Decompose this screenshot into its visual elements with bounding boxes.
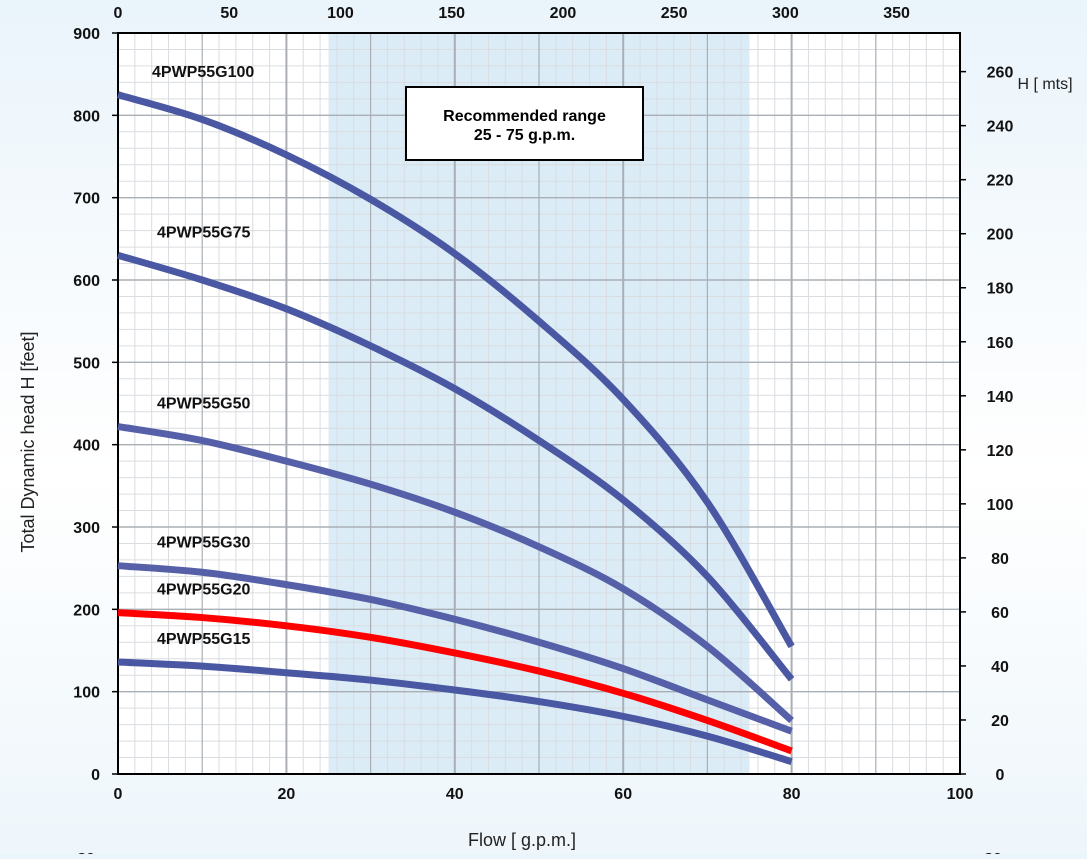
x-tick-label: 100 bbox=[947, 786, 974, 803]
recommended-range-title: Recommended range bbox=[443, 108, 606, 125]
right-tick-label: 100 bbox=[987, 497, 1014, 514]
right-tick-label: 140 bbox=[987, 389, 1014, 406]
y-tick-label: 900 bbox=[73, 26, 100, 43]
top-tick-label: 100 bbox=[327, 5, 354, 22]
series-curve-4pwp55g20 bbox=[117, 609, 793, 755]
right-tick-label: 200 bbox=[987, 227, 1014, 244]
right-tick-label: 80 bbox=[991, 551, 1009, 568]
x-tick-label: 60 bbox=[614, 786, 632, 803]
y-tick-label: 600 bbox=[73, 273, 100, 290]
y-tick-label: 100 bbox=[73, 685, 100, 702]
y-tick-label: 800 bbox=[73, 108, 100, 125]
right-tick-label: 40 bbox=[991, 659, 1009, 676]
right-tick-label: 60 bbox=[991, 605, 1009, 622]
top-tick-label: 0 bbox=[114, 5, 123, 22]
x-axis-title: Flow [ g.p.m.] bbox=[468, 830, 576, 850]
top-tick-label: 150 bbox=[438, 5, 465, 22]
top-tick-label: 200 bbox=[550, 5, 577, 22]
series-label-4pwp55g30: 4PWP55G30 bbox=[157, 535, 250, 552]
top-tick-label: 300 bbox=[772, 5, 799, 22]
recommended-range-box bbox=[405, 86, 644, 161]
top-tick-label: 250 bbox=[661, 5, 688, 22]
right-tick-label: 220 bbox=[987, 173, 1014, 190]
series-label-4pwp55g50: 4PWP55G50 bbox=[157, 396, 250, 413]
series-curve-4pwp55g100 bbox=[117, 91, 795, 649]
x-tick-label: 0 bbox=[114, 786, 123, 803]
right-tick-label: 0 bbox=[996, 767, 1005, 784]
series-label-4pwp55g75: 4PWP55G75 bbox=[157, 224, 250, 241]
series-label-4pwp55g20: 4PWP55G20 bbox=[157, 582, 250, 599]
x-tick-label: 80 bbox=[783, 786, 801, 803]
y-tick-label: 400 bbox=[73, 438, 100, 455]
x-tick-label: 20 bbox=[278, 786, 296, 803]
right-tick-label: 260 bbox=[987, 65, 1014, 82]
y-tick-label: 200 bbox=[73, 602, 100, 619]
top-tick-label: 50 bbox=[220, 5, 238, 22]
recommended-range-values: 25 - 75 g.p.m. bbox=[474, 127, 575, 144]
series-label-4pwp55g100: 4PWP55G100 bbox=[152, 64, 254, 81]
y-axis-title: Total Dynamic head H [feet] bbox=[18, 331, 38, 552]
series-curve-4pwp55g15 bbox=[117, 658, 793, 765]
series-curve-4pwp55g75 bbox=[117, 251, 795, 682]
y-tick-label: 700 bbox=[73, 191, 100, 208]
right-tick-label: 160 bbox=[987, 335, 1014, 352]
right-axis-title: H [ mts] bbox=[1017, 76, 1072, 93]
series-label-4pwp55g15: 4PWP55G15 bbox=[157, 631, 250, 648]
y-tick-label: 300 bbox=[73, 520, 100, 537]
right-tick-label: 180 bbox=[987, 281, 1014, 298]
y-tick-label: 0 bbox=[91, 767, 100, 784]
plot-frame bbox=[117, 32, 961, 775]
right-tick-label: 20 bbox=[991, 713, 1009, 730]
series-curve-4pwp55g50 bbox=[117, 423, 794, 724]
y-tick-label: 500 bbox=[73, 355, 100, 372]
x-tick-label: 40 bbox=[446, 786, 464, 803]
right-tick-label: 120 bbox=[987, 443, 1014, 460]
series-curve-4pwp55g30 bbox=[117, 562, 793, 735]
top-tick-label: 350 bbox=[883, 5, 910, 22]
right-tick-label: 240 bbox=[987, 119, 1014, 136]
